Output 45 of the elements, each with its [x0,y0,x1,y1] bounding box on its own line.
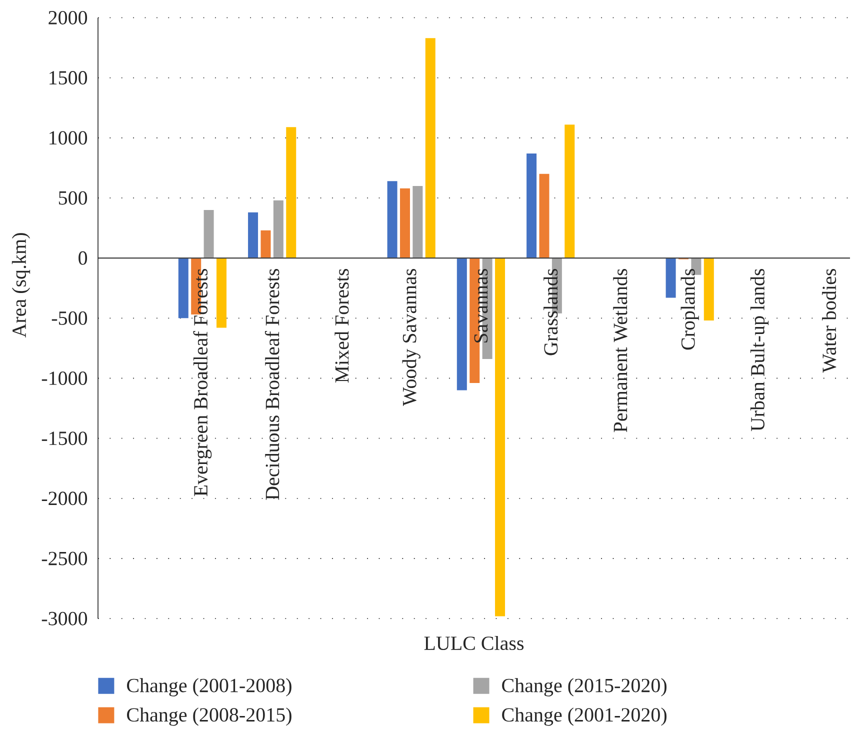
x-tick-label: Water bodies [822,268,836,373]
bar [387,181,398,258]
y-axis-title: Area (sq.km) [12,233,30,338]
bar [248,212,258,258]
bar [526,154,537,258]
x-axis-title: LULC Class [424,636,524,650]
y-tick-label: 500 [58,191,88,205]
y-tick-label: -2000 [42,492,88,506]
y-tick-label: -500 [52,311,88,325]
y-tick-label: -1000 [42,371,88,385]
x-tick-label: Deciduous Broadleaf Forests [264,268,280,500]
y-tick-label: 1000 [50,131,88,145]
bar [666,258,676,298]
x-tick-label: Savannas [474,268,488,342]
bar [412,186,423,258]
bar [216,258,226,328]
y-tick-label: 1500 [50,71,88,85]
bar [704,258,714,321]
y-tick-label: -3000 [42,612,88,626]
legend-label: Change (2008-2015) [127,708,292,726]
bar [425,38,436,258]
bar [178,258,188,318]
bar [495,258,506,616]
x-tick-label: Mixed Forests [334,269,349,383]
bar [273,200,284,258]
x-tick-label: Urban Bult-up lands [750,268,769,432]
y-tick-label: 2000 [48,10,88,24]
y-tick-label: -2500 [42,552,88,566]
x-tick-label: Grasslands [544,268,558,356]
bar [564,124,575,258]
bar [400,188,410,258]
bar [204,210,214,258]
x-tick-label: Woody Savannas [402,268,420,406]
bar [539,174,550,258]
bar [286,127,296,258]
legend-label: Change (2015-2020) [502,678,666,696]
legend-label: Change (2001-2020) [502,708,666,726]
x-tick-label: Croplands [680,268,699,350]
bar [260,230,271,258]
y-tick-label: -1500 [42,432,88,446]
x-tick-label: Permanent Wetlands [613,268,628,432]
legend-label: Change (2001-2008) [127,678,292,696]
y-tick-label: 0 [78,251,88,265]
x-tick-label: Evergreen Broadleaf Forests [193,268,212,496]
bar [456,258,467,390]
